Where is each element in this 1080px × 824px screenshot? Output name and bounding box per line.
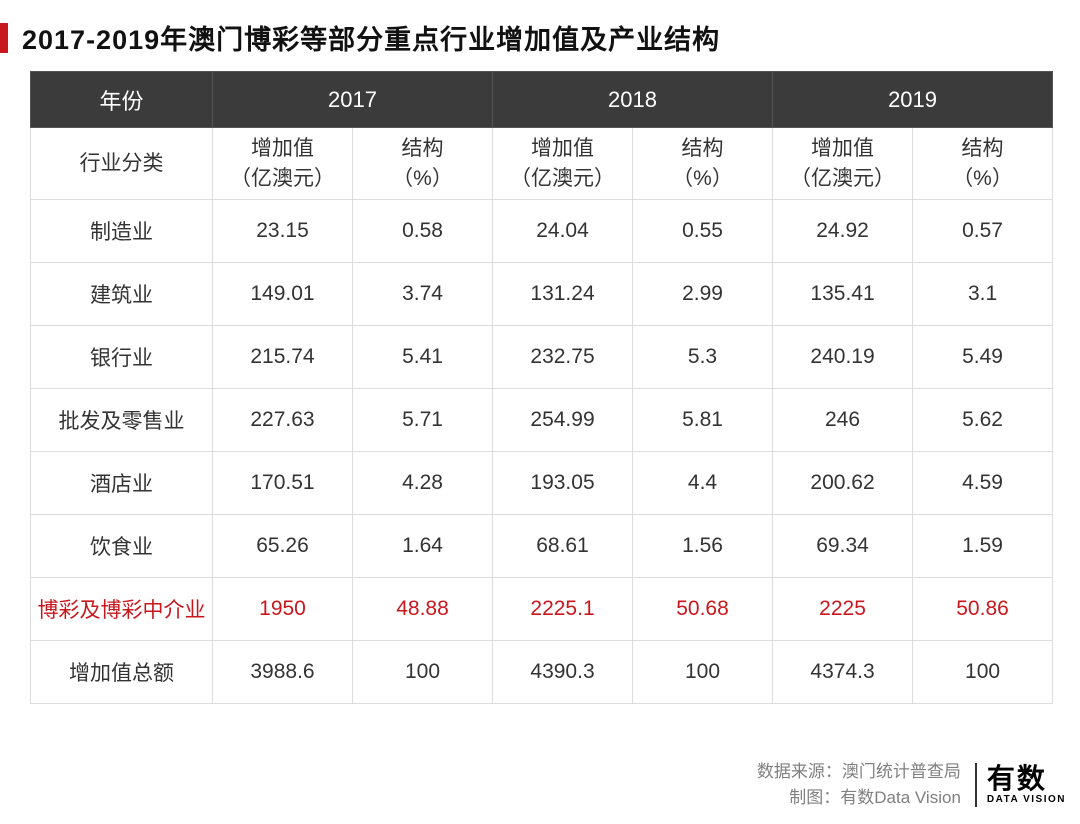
table-row: 博彩及博彩中介业195048.882225.150.68222550.86 xyxy=(31,578,1053,641)
cell-p19: 0.57 xyxy=(913,200,1053,263)
cell-p18: 0.55 xyxy=(633,200,773,263)
category-header: 行业分类 xyxy=(31,128,213,200)
sub-value-2017: 增加值 （亿澳元） xyxy=(213,128,353,200)
year-header-label: 年份 xyxy=(31,72,213,128)
cell-v17: 215.74 xyxy=(213,326,353,389)
cell-v18: 254.99 xyxy=(493,389,633,452)
cell-v19: 24.92 xyxy=(773,200,913,263)
cell-v19: 69.34 xyxy=(773,515,913,578)
cell-cat: 酒店业 xyxy=(31,452,213,515)
cell-v18: 131.24 xyxy=(493,263,633,326)
cell-p18: 100 xyxy=(633,641,773,704)
cell-v17: 23.15 xyxy=(213,200,353,263)
cell-v18: 24.04 xyxy=(493,200,633,263)
cell-v17: 65.26 xyxy=(213,515,353,578)
source-line: 数据来源：澳门统计普查局 xyxy=(757,759,961,785)
cell-v19: 2225 xyxy=(773,578,913,641)
industry-table: 年份 2017 2018 2019 行业分类 增加值 （亿澳元） 结构 （%） … xyxy=(30,71,1053,704)
sub-value-2019: 增加值 （亿澳元） xyxy=(773,128,913,200)
cell-p18: 4.4 xyxy=(633,452,773,515)
table-row: 饮食业65.261.6468.611.5669.341.59 xyxy=(31,515,1053,578)
sub-pct-2019: 结构 （%） xyxy=(913,128,1053,200)
logo: 有数 DATA VISION xyxy=(987,765,1066,805)
cell-p18: 2.99 xyxy=(633,263,773,326)
cell-p17: 4.28 xyxy=(353,452,493,515)
cell-cat: 制造业 xyxy=(31,200,213,263)
cell-v19: 200.62 xyxy=(773,452,913,515)
cell-v17: 170.51 xyxy=(213,452,353,515)
cell-v18: 4390.3 xyxy=(493,641,633,704)
cell-p18: 50.68 xyxy=(633,578,773,641)
logo-en-text: DATA VISION xyxy=(987,795,1066,805)
credit-line: 制图：有数Data Vision xyxy=(757,785,961,811)
cell-cat: 建筑业 xyxy=(31,263,213,326)
cell-v19: 246 xyxy=(773,389,913,452)
table-row: 酒店业170.514.28193.054.4200.624.59 xyxy=(31,452,1053,515)
cell-cat: 增加值总额 xyxy=(31,641,213,704)
cell-p17: 100 xyxy=(353,641,493,704)
table-row: 银行业215.745.41232.755.3240.195.49 xyxy=(31,326,1053,389)
title-bar: 2017-2019年澳门博彩等部分重点行业增加值及产业结构 xyxy=(0,0,1080,71)
logo-cn-text: 有数 xyxy=(987,765,1047,793)
cell-p17: 5.41 xyxy=(353,326,493,389)
page-title: 2017-2019年澳门博彩等部分重点行业增加值及产业结构 xyxy=(22,18,720,57)
year-2019: 2019 xyxy=(773,72,1053,128)
footer-separator xyxy=(975,763,977,807)
table-subheader-row: 行业分类 增加值 （亿澳元） 结构 （%） 增加值 （亿澳元） 结构 （%） 增… xyxy=(31,128,1053,200)
table-row: 制造业23.150.5824.040.5524.920.57 xyxy=(31,200,1053,263)
cell-p19: 50.86 xyxy=(913,578,1053,641)
cell-p17: 48.88 xyxy=(353,578,493,641)
table-row: 增加值总额3988.61004390.31004374.3100 xyxy=(31,641,1053,704)
year-2017: 2017 xyxy=(213,72,493,128)
cell-p18: 1.56 xyxy=(633,515,773,578)
cell-p19: 100 xyxy=(913,641,1053,704)
table-container: 年份 2017 2018 2019 行业分类 增加值 （亿澳元） 结构 （%） … xyxy=(0,71,1080,704)
cell-cat: 博彩及博彩中介业 xyxy=(31,578,213,641)
cell-cat: 饮食业 xyxy=(31,515,213,578)
sub-value-2018: 增加值 （亿澳元） xyxy=(493,128,633,200)
cell-cat: 批发及零售业 xyxy=(31,389,213,452)
cell-v18: 2225.1 xyxy=(493,578,633,641)
cell-v17: 149.01 xyxy=(213,263,353,326)
cell-v17: 1950 xyxy=(213,578,353,641)
cell-p17: 5.71 xyxy=(353,389,493,452)
cell-p19: 5.49 xyxy=(913,326,1053,389)
table-row: 批发及零售业227.635.71254.995.812465.62 xyxy=(31,389,1053,452)
cell-p18: 5.81 xyxy=(633,389,773,452)
cell-cat: 银行业 xyxy=(31,326,213,389)
sub-pct-2017: 结构 （%） xyxy=(353,128,493,200)
table-row: 建筑业149.013.74131.242.99135.413.1 xyxy=(31,263,1053,326)
cell-v18: 68.61 xyxy=(493,515,633,578)
cell-p19: 4.59 xyxy=(913,452,1053,515)
table-year-row: 年份 2017 2018 2019 xyxy=(31,72,1053,128)
cell-p17: 1.64 xyxy=(353,515,493,578)
cell-p17: 3.74 xyxy=(353,263,493,326)
credits-block: 数据来源：澳门统计普查局 制图：有数Data Vision xyxy=(757,759,961,810)
title-accent-bar xyxy=(0,23,8,53)
cell-v17: 227.63 xyxy=(213,389,353,452)
cell-p17: 0.58 xyxy=(353,200,493,263)
sub-pct-2018: 结构 （%） xyxy=(633,128,773,200)
cell-v19: 240.19 xyxy=(773,326,913,389)
cell-v19: 135.41 xyxy=(773,263,913,326)
footer: 数据来源：澳门统计普查局 制图：有数Data Vision 有数 DATA VI… xyxy=(757,759,1066,810)
cell-p18: 5.3 xyxy=(633,326,773,389)
cell-p19: 3.1 xyxy=(913,263,1053,326)
cell-v17: 3988.6 xyxy=(213,641,353,704)
year-2018: 2018 xyxy=(493,72,773,128)
cell-v19: 4374.3 xyxy=(773,641,913,704)
cell-v18: 232.75 xyxy=(493,326,633,389)
cell-p19: 1.59 xyxy=(913,515,1053,578)
cell-p19: 5.62 xyxy=(913,389,1053,452)
cell-v18: 193.05 xyxy=(493,452,633,515)
